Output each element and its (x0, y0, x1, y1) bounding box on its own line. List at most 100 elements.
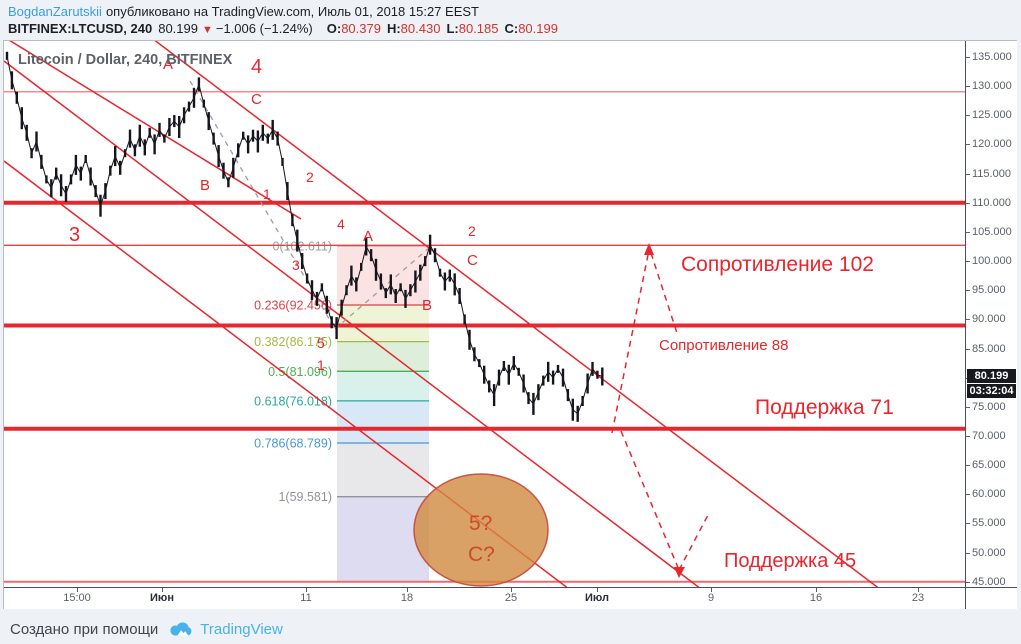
trendline[interactable] (153, 41, 893, 587)
price-tick-mark (966, 261, 970, 262)
price-tick-label: 60.000 (972, 488, 1006, 500)
wave-label: С (467, 252, 478, 269)
axis-corner (965, 587, 1017, 609)
price-tick-label: 45.000 (972, 576, 1006, 588)
time-tick-mark (77, 588, 78, 592)
trendline[interactable] (4, 41, 302, 220)
fib-zone (337, 400, 429, 443)
price-tick-label: 75.000 (972, 401, 1006, 413)
annotation-text: Поддержка 45 (724, 550, 856, 572)
wave-label: 3 (292, 257, 300, 273)
time-tick-label: Июн (150, 592, 174, 604)
annotation-text: Поддержка 71 (755, 396, 894, 419)
price-tick-mark (966, 203, 970, 204)
price-tick-mark (966, 86, 970, 87)
price-tick-label: 70.000 (972, 430, 1006, 442)
price-tick-label: 105.000 (972, 226, 1012, 238)
close-label: C: (504, 21, 519, 36)
price-tick-label: 50.000 (972, 547, 1006, 559)
price-tick-label: 135.000 (972, 51, 1012, 63)
target-circle[interactable] (413, 473, 549, 587)
price-tick-label: 85.000 (972, 343, 1006, 355)
price-tick-label: 100.000 (972, 255, 1012, 267)
time-tick-mark (918, 588, 919, 592)
price-tick-mark (966, 582, 970, 583)
pane-title: Litecoin / Dollar, 240, BITFINEX (18, 52, 233, 68)
open-value: 80.379 (341, 21, 381, 36)
time-tick-label: 11 (300, 592, 312, 604)
price-tick-label: 65.000 (972, 459, 1006, 471)
projection-dashed-line (611, 249, 650, 434)
time-tick-label: Июл (584, 592, 610, 604)
tradingview-brand-link[interactable]: TradingView (200, 620, 283, 638)
trendline[interactable] (4, 60, 701, 587)
price-tick-mark (966, 115, 970, 116)
price-tick-label: 95.000 (972, 284, 1006, 296)
price-tick-mark (966, 523, 970, 524)
time-tick-mark (407, 588, 408, 592)
price-tick-mark (966, 436, 970, 437)
time-tick-label: 23 (911, 592, 925, 604)
price-tick-mark (966, 232, 970, 233)
price-axis[interactable]: 135.000 130.000 125.000 120.000 115.000 110.0… (965, 41, 1017, 588)
fib-zone (337, 341, 429, 372)
price-change: −1.006 (−1.24%) (215, 21, 313, 36)
last-price: 80.199 (158, 21, 198, 36)
tradingview-logo-icon[interactable] (168, 621, 194, 637)
publish-line: BogdanZarutskii опубликовано на TradingVi… (8, 4, 479, 19)
projection-dashed-line (678, 514, 709, 571)
price-tick-label: 130.000 (972, 80, 1012, 92)
price-tick-label: 115.000 (972, 168, 1011, 180)
fib-level-label: 0.236(92.456) (254, 299, 332, 313)
username-link[interactable]: BogdanZarutskii (8, 4, 102, 19)
fib-zone (337, 305, 429, 342)
annotation-text: С? (468, 543, 495, 566)
price-tick-label: 125.000 (972, 109, 1012, 121)
price-tick-mark (966, 319, 970, 320)
annotation-text: Сопротивление 102 (681, 253, 874, 276)
price-tick-mark (966, 57, 970, 58)
wave-label: 4 (337, 216, 345, 232)
time-tick-mark (511, 588, 512, 592)
published-text: опубликовано на TradingView.com, Июль 01… (105, 4, 479, 19)
price-tick-mark (966, 174, 970, 175)
price-tick-mark (966, 144, 970, 145)
projection-dashed-line (650, 252, 678, 334)
price-tick-mark (966, 349, 970, 350)
time-tick-mark (711, 588, 712, 592)
fib-level-label: 0.382(86.175) (254, 335, 332, 349)
price-tick-label: 55.000 (972, 517, 1006, 529)
price-tick-mark (966, 553, 970, 554)
wave-label: 4 (251, 56, 262, 78)
high-label: H: (386, 21, 401, 36)
created-with-text: Создано при помощи (10, 620, 159, 638)
gray-dashed-guide (189, 80, 336, 330)
wave-label: А (363, 228, 373, 245)
time-axis[interactable]: 15:00 Июн 11 18 25 Июл 9 16 23 (4, 587, 965, 609)
high-value: 80.430 (400, 21, 441, 36)
header: BogdanZarutskii опубликовано на TradingVi… (0, 0, 1021, 40)
fib-level-label: 1(59.581) (278, 490, 332, 504)
chart-plot-area[interactable]: Litecoin / Dollar, 240, BITFINEX 0(102.6… (4, 41, 965, 587)
down-arrow-icon: ▼ (201, 24, 213, 36)
time-tick-label: 18 (400, 592, 414, 604)
symbol-label[interactable]: BITFINEX:LTCUSD, 240 (8, 21, 153, 36)
time-tick-label: 16 (809, 592, 823, 604)
wave-label: 2 (468, 223, 476, 239)
time-tick-label: 25 (504, 592, 518, 604)
price-tick-mark (966, 407, 970, 408)
annotation-text: 5? (469, 512, 492, 535)
wave-label: С (251, 91, 262, 108)
wave-label: 3 (69, 224, 80, 246)
low-value: 80.185 (458, 21, 499, 36)
fib-zone (337, 496, 429, 581)
price-tick-mark (966, 290, 970, 291)
projection-dashed-line (620, 430, 680, 571)
chart-snapshot: Litecoin / Dollar, 240, BITFINEX 0(102.6… (3, 40, 1017, 609)
price-tick-label: 90.000 (972, 313, 1006, 325)
time-tick-mark (162, 588, 163, 592)
projection-arrowhead (644, 243, 654, 255)
price-tick-mark (966, 494, 970, 495)
candlestick-series[interactable] (5, 51, 604, 422)
low-label: L: (446, 21, 459, 36)
